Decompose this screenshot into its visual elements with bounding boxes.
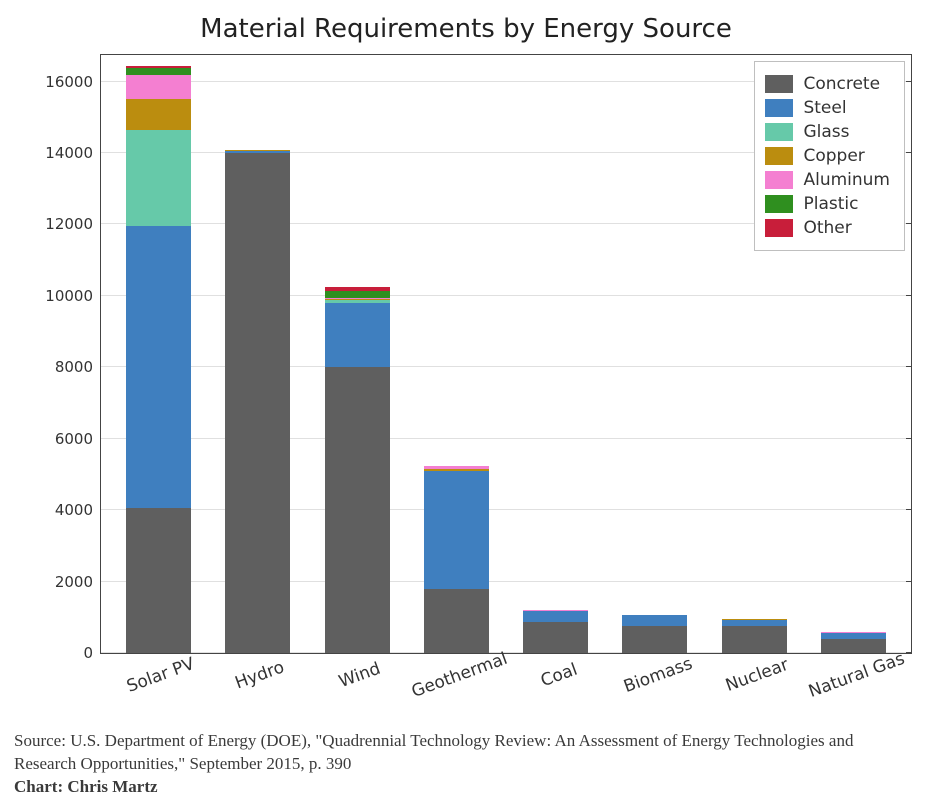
bar-segment bbox=[126, 508, 191, 653]
chart-title: Material Requirements by Energy Source bbox=[10, 14, 922, 44]
credit-name: Chris Martz bbox=[67, 777, 157, 796]
legend-label: Steel bbox=[803, 98, 846, 118]
legend-label: Plastic bbox=[803, 194, 858, 214]
legend-swatch bbox=[765, 171, 793, 189]
legend-label: Glass bbox=[803, 122, 849, 142]
x-tick-label: Geothermal bbox=[406, 654, 506, 724]
bar-segment bbox=[622, 626, 687, 653]
legend-label: Aluminum bbox=[803, 170, 890, 190]
legend-label: Concrete bbox=[803, 74, 880, 94]
source-text: U.S. Department of Energy (DOE), "Quadre… bbox=[14, 731, 853, 773]
legend: Concrete Steel Glass Copper Aluminum Plastic O… bbox=[754, 61, 905, 251]
y-tick-label: 10000 bbox=[45, 287, 101, 305]
bar-segment bbox=[523, 611, 588, 622]
bar-stack bbox=[126, 66, 191, 653]
x-tick-label: Nuclear bbox=[704, 654, 803, 724]
legend-item: Plastic bbox=[765, 194, 890, 214]
legend-label: Other bbox=[803, 218, 851, 238]
y-tick-label: 0 bbox=[83, 644, 101, 662]
y-tick-label: 14000 bbox=[45, 144, 101, 162]
x-tick-label: Wind bbox=[306, 654, 405, 724]
x-axis-labels: Solar PVHydroWindGeothermalCoalBiomassNu… bbox=[100, 654, 912, 724]
bar-segment bbox=[424, 471, 489, 589]
bar-stack bbox=[424, 466, 489, 653]
bar-column bbox=[109, 55, 208, 653]
source-footer: Source: U.S. Department of Energy (DOE),… bbox=[14, 730, 918, 799]
bar-stack bbox=[225, 150, 290, 653]
legend-item: Steel bbox=[765, 98, 890, 118]
bar-stack bbox=[722, 619, 787, 653]
x-tick-label: Biomass bbox=[605, 654, 704, 724]
bar-segment bbox=[622, 615, 687, 626]
legend-item: Concrete bbox=[765, 74, 890, 94]
y-tick-label: 4000 bbox=[55, 501, 101, 519]
legend-item: Copper bbox=[765, 146, 890, 166]
plot-area: Material Usage (tons/TWh) ConcreteSteelG… bbox=[100, 54, 912, 654]
bar-segment bbox=[325, 303, 390, 367]
y-tick-label: 8000 bbox=[55, 358, 101, 376]
bar-column bbox=[605, 55, 704, 653]
bar-stack bbox=[523, 610, 588, 653]
legend-swatch bbox=[765, 99, 793, 117]
y-tick-label: 2000 bbox=[55, 573, 101, 591]
bar-stack bbox=[325, 287, 390, 653]
bar-column bbox=[506, 55, 605, 653]
legend-swatch bbox=[765, 75, 793, 93]
x-tick-label: Coal bbox=[506, 654, 605, 724]
source-prefix: Source: bbox=[14, 731, 70, 750]
bar-segment bbox=[126, 68, 191, 76]
bar-segment bbox=[126, 130, 191, 226]
bar-segment bbox=[424, 589, 489, 653]
x-tick-label: Natural Gas bbox=[803, 654, 904, 724]
legend-swatch bbox=[765, 195, 793, 213]
y-tick-label: 16000 bbox=[45, 73, 101, 91]
legend-item: Aluminum bbox=[765, 170, 890, 190]
bar-segment bbox=[821, 639, 886, 653]
bar-column bbox=[407, 55, 506, 653]
bar-segment bbox=[126, 226, 191, 508]
bar-segment bbox=[126, 75, 191, 99]
bar-stack bbox=[821, 632, 886, 653]
legend-swatch bbox=[765, 147, 793, 165]
bar-segment bbox=[722, 626, 787, 653]
bar-segment bbox=[225, 153, 290, 653]
chart-container: Material Requirements by Energy Source M… bbox=[10, 14, 922, 799]
legend-label: Copper bbox=[803, 146, 864, 166]
bar-column bbox=[308, 55, 407, 653]
x-tick-label: Hydro bbox=[207, 654, 306, 724]
legend-item: Other bbox=[765, 218, 890, 238]
bar-segment bbox=[523, 622, 588, 653]
bar-segment bbox=[325, 367, 390, 653]
y-tick-label: 12000 bbox=[45, 215, 101, 233]
legend-swatch bbox=[765, 219, 793, 237]
bar-stack bbox=[622, 615, 687, 653]
credit-label: Chart: bbox=[14, 777, 67, 796]
bar-segment bbox=[126, 99, 191, 129]
bar-segment bbox=[325, 291, 390, 298]
y-tick-label: 6000 bbox=[55, 430, 101, 448]
bar-column bbox=[208, 55, 307, 653]
legend-swatch bbox=[765, 123, 793, 141]
x-tick-label: Solar PV bbox=[108, 654, 207, 724]
legend-item: Glass bbox=[765, 122, 890, 142]
